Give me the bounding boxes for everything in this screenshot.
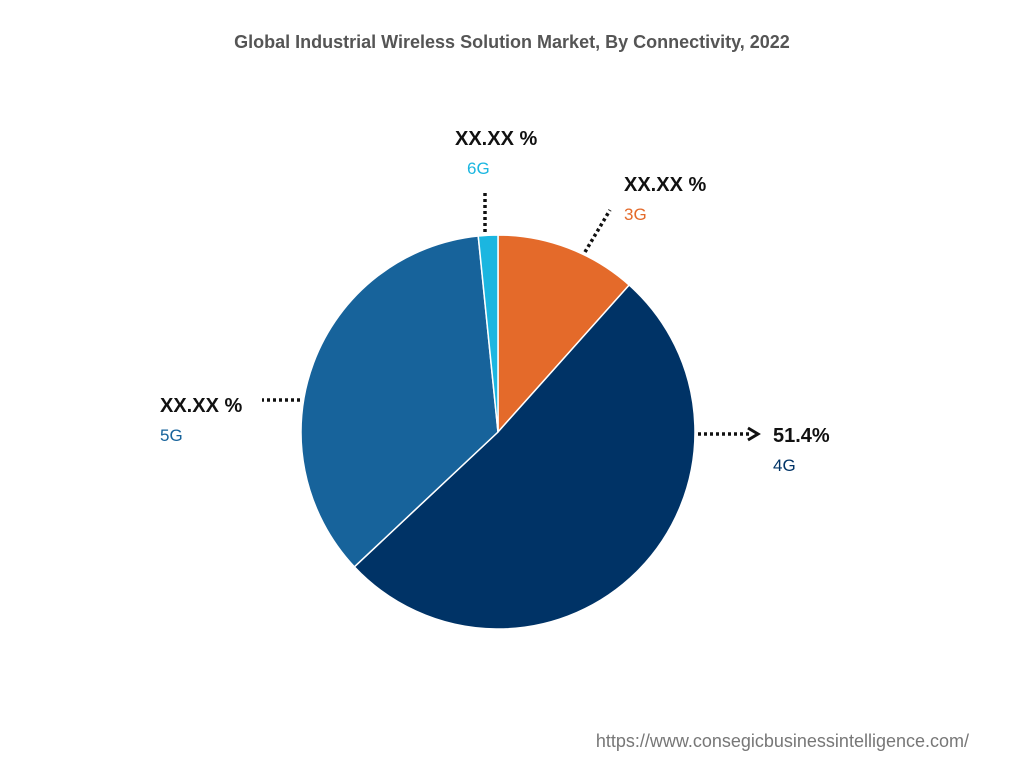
data-label-3G: XX.XX % [624, 174, 706, 196]
pie-slice-6G [477, 234, 499, 433]
category-label-5G: 5G [160, 426, 183, 445]
source-url[interactable]: https://www.consegicbusinessintelligence… [595, 731, 969, 751]
category-label-6G: 6G [467, 159, 490, 178]
pie-slice-4G [353, 283, 696, 630]
arrow-icon [747, 426, 761, 442]
leader-line-3G [583, 209, 612, 253]
category-label-4G: 4G [773, 456, 796, 475]
data-label-4G: 51.4% [773, 425, 830, 447]
data-label-6G: XX.XX % [455, 128, 537, 150]
category-label-3G: 3G [624, 205, 647, 224]
chart-title: Global Industrial Wireless Solution Mark… [234, 32, 790, 52]
data-label-5G: XX.XX % [160, 395, 242, 417]
pie-slice-5G [300, 235, 499, 568]
pie-slice-3G [497, 234, 631, 434]
